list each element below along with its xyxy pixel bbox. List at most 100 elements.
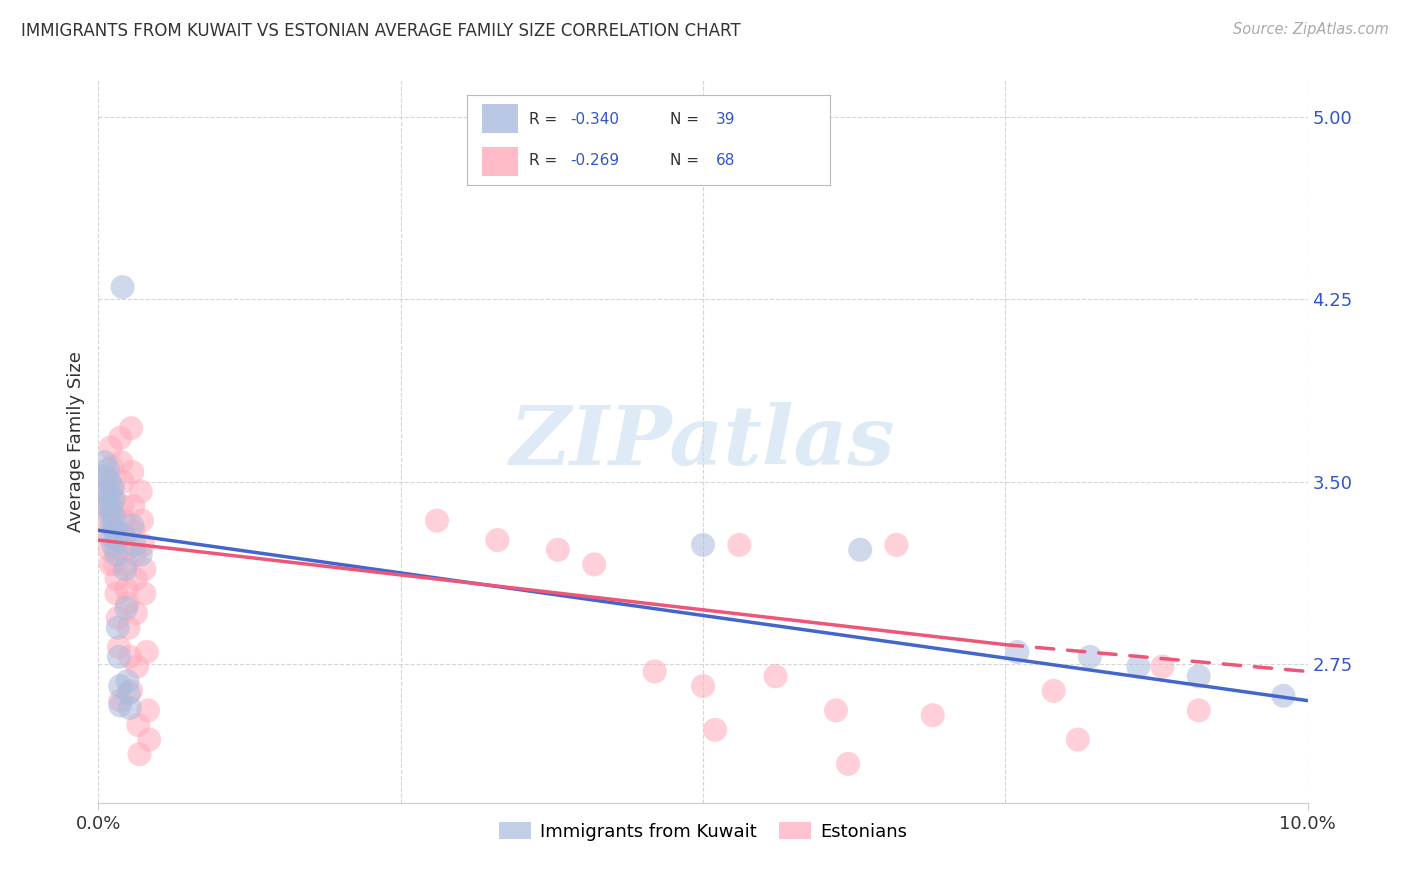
Point [115, 558, 138, 572]
Point [1188, 703, 1211, 717]
Point [118, 621, 141, 635]
Point [125, 606, 148, 620]
Point [1067, 732, 1090, 747]
Point [105, 548, 128, 562]
Point [94, 484, 117, 499]
Point [122, 524, 145, 538]
Point [100, 499, 122, 513]
Point [101, 508, 124, 523]
Point [1188, 669, 1211, 683]
Point [1007, 645, 1029, 659]
Point [112, 528, 135, 542]
Point [104, 558, 127, 572]
Legend: Immigrants from Kuwait, Estonians: Immigrants from Kuwait, Estonians [492, 814, 914, 848]
Point [115, 582, 138, 596]
Point [114, 562, 136, 576]
Point [825, 703, 848, 717]
Point [121, 465, 143, 479]
Point [101, 538, 124, 552]
Point [134, 562, 156, 576]
Point [118, 686, 141, 700]
Point [100, 518, 122, 533]
Point [108, 679, 131, 693]
Point [97, 462, 120, 476]
Point [132, 538, 155, 552]
Point [114, 542, 136, 557]
Point [134, 586, 156, 600]
Point [886, 538, 908, 552]
Point [128, 747, 150, 761]
Point [135, 645, 157, 659]
Point [103, 508, 125, 523]
Point [111, 499, 134, 513]
Point [105, 533, 128, 547]
Point [100, 460, 122, 475]
Point [108, 698, 131, 713]
Point [110, 455, 132, 469]
Point [124, 548, 146, 562]
Point [704, 723, 727, 737]
Text: Source: ZipAtlas.com: Source: ZipAtlas.com [1233, 22, 1389, 37]
Point [111, 475, 134, 489]
Point [100, 479, 122, 493]
Point [96, 499, 118, 513]
Point [112, 514, 135, 528]
Point [98, 542, 121, 557]
Point [108, 649, 131, 664]
Point [98, 475, 121, 489]
Point [1042, 684, 1064, 698]
Point [1078, 649, 1101, 664]
Point [122, 499, 145, 513]
Point [127, 659, 149, 673]
Point [117, 596, 139, 610]
Point [547, 542, 569, 557]
Point [125, 572, 148, 586]
Point [101, 479, 124, 493]
Point [100, 441, 122, 455]
Point [100, 558, 122, 572]
Text: IMMIGRANTS FROM KUWAIT VS ESTONIAN AVERAGE FAMILY SIZE CORRELATION CHART: IMMIGRANTS FROM KUWAIT VS ESTONIAN AVERA… [21, 22, 741, 40]
Point [115, 601, 138, 615]
Point [100, 528, 122, 542]
Point [104, 542, 127, 557]
Point [129, 484, 152, 499]
Point [129, 548, 152, 562]
Point [96, 499, 118, 513]
Point [120, 684, 142, 698]
Point [1272, 689, 1295, 703]
Point [104, 524, 127, 538]
Point [136, 703, 159, 717]
Point [426, 514, 449, 528]
Point [94, 470, 117, 484]
Point [121, 518, 143, 533]
Point [583, 558, 606, 572]
Point [765, 669, 787, 683]
Y-axis label: Average Family Size: Average Family Size [66, 351, 84, 532]
Point [118, 649, 141, 664]
Point [108, 693, 131, 707]
Point [93, 470, 115, 484]
Point [127, 718, 149, 732]
Point [849, 542, 872, 557]
Point [107, 611, 129, 625]
Point [100, 508, 122, 523]
Point [131, 514, 153, 528]
Point [108, 640, 131, 654]
Point [96, 484, 118, 499]
Point [111, 280, 134, 294]
Point [486, 533, 509, 547]
Point [93, 455, 115, 469]
Point [107, 621, 129, 635]
Point [1128, 659, 1150, 673]
Text: ZIPatlas: ZIPatlas [510, 401, 896, 482]
Point [105, 586, 128, 600]
Point [97, 528, 120, 542]
Point [921, 708, 943, 723]
Point [124, 538, 146, 552]
Point [103, 524, 125, 538]
Point [1152, 659, 1174, 673]
Point [101, 494, 124, 508]
Point [96, 514, 118, 528]
Point [98, 489, 121, 503]
Point [120, 421, 142, 435]
